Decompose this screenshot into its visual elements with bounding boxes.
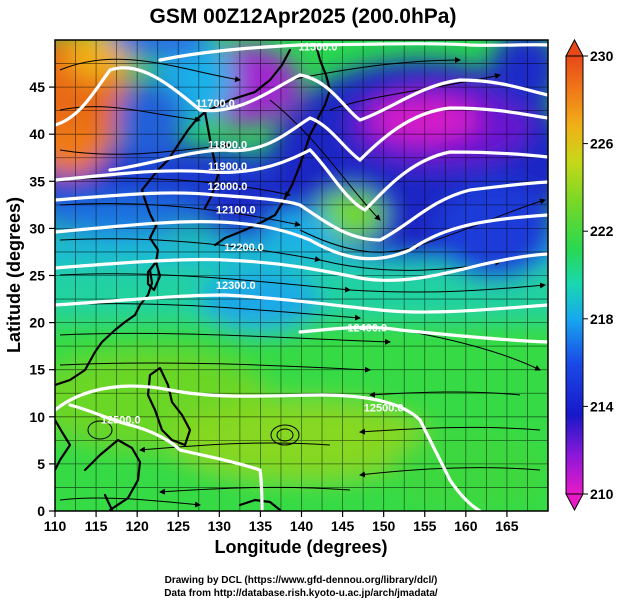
contour-label: 12500.0 [364, 402, 404, 414]
coastline-philippines [146, 366, 192, 447]
height-contour [55, 293, 548, 314]
streamline [349, 282, 546, 293]
x-tick-label: 120 [125, 518, 149, 534]
colorbar-labels: 210 214 218 222 226 230 [583, 48, 614, 502]
streamline [369, 391, 521, 398]
y-tick-label: 0 [37, 503, 45, 519]
contour-labels: 11500.0 11700.0 11800.0 11900.0 12000.0 12100… [101, 42, 404, 427]
height-contour [55, 66, 548, 127]
coastline-sakhalin [314, 43, 332, 120]
x-axis-label: Longitude (degrees) [214, 537, 387, 557]
height-contour [55, 180, 548, 242]
streamline [269, 99, 381, 221]
y-axis-ticks: 0 5 10 15 20 25 30 35 40 45 [29, 79, 55, 519]
colorbar-max-triangle [565, 38, 584, 57]
coastline-russia [203, 48, 292, 114]
x-tick-label: 115 [85, 518, 108, 534]
y-tick-label: 20 [29, 315, 45, 331]
streamline [59, 58, 241, 83]
height-contour [55, 148, 548, 212]
x-tick-label: 130 [208, 518, 232, 534]
contour-label: 12400.0 [347, 322, 387, 334]
x-tick-label: 145 [331, 518, 355, 534]
coastlines [55, 43, 332, 511]
contour-label: 12100.0 [216, 205, 256, 217]
contour-label: 11700.0 [196, 98, 235, 110]
colorbar-label: 226 [590, 136, 614, 152]
y-axis-label: Latitude (degrees) [4, 197, 24, 353]
x-axis-ticks: 110 115 120 125 130 135 140 145 150 155 160 165 [44, 511, 519, 534]
contour-label: 11800.0 [208, 140, 247, 152]
streamline [359, 426, 541, 435]
figure-title: GSM 00Z12Apr2025 (200.0hPa) [150, 5, 457, 28]
x-tick-label: 135 [249, 518, 273, 534]
x-tick-label: 125 [167, 518, 191, 534]
contour-label: 11500.0 [298, 42, 337, 54]
credit-dcl: Drawing by DCL (https://www.gfd-dennou.o… [165, 575, 438, 586]
x-tick-label: 165 [495, 518, 519, 534]
colorbar-label: 210 [590, 486, 614, 502]
coastline-china [55, 188, 160, 387]
contour-label: 12000.0 [208, 181, 248, 193]
map-panel: 11500.0 11700.0 11800.0 11900.0 12000.0 12100… [29, 39, 549, 534]
streamline [59, 238, 321, 263]
height-contour [55, 384, 482, 511]
streamline [59, 497, 201, 508]
streamline [59, 332, 391, 345]
streamline [59, 203, 301, 227]
contour-label: 12200.0 [224, 242, 264, 254]
y-tick-label: 15 [29, 362, 45, 378]
y-tick-label: 45 [29, 79, 45, 95]
colorbar-label: 218 [590, 311, 614, 327]
contour-label: 12300.0 [216, 280, 256, 292]
streamline [139, 442, 331, 453]
height-contour [158, 42, 548, 62]
x-tick-label: 160 [454, 518, 478, 534]
streamline [59, 303, 361, 321]
streamline [359, 467, 541, 478]
y-tick-label: 5 [37, 456, 45, 472]
y-tick-label: 30 [29, 220, 45, 236]
streamline-vortex [87, 420, 113, 440]
height-contour [108, 106, 548, 172]
streamline [59, 177, 291, 197]
coastline-taiwan [146, 260, 162, 292]
x-tick-label: 150 [372, 518, 396, 534]
credit-data-source: Data from http://database.rish.kyoto-u.a… [164, 588, 438, 599]
height-contour [55, 213, 548, 261]
streamline [59, 362, 371, 373]
coastline-borneo [83, 438, 142, 511]
colorbar-label: 214 [590, 398, 614, 414]
colorbar-label: 222 [590, 223, 614, 239]
x-tick-label: 110 [44, 518, 67, 534]
x-tick-label: 155 [413, 518, 437, 534]
streamline [399, 329, 541, 371]
streamline [59, 106, 201, 123]
colorbar-gradient [565, 55, 584, 495]
y-tick-label: 10 [29, 409, 45, 425]
x-tick-label: 140 [290, 518, 314, 534]
y-tick-label: 40 [29, 126, 45, 142]
streamline [59, 273, 351, 293]
coastline-vietnam [55, 418, 72, 472]
colorbar-label: 230 [590, 48, 614, 64]
colorbar: 210 214 218 222 226 230 [565, 38, 614, 512]
streamline [59, 142, 231, 155]
streamline-vortex [270, 424, 300, 446]
contour-label: 11900.0 [208, 161, 247, 173]
height-contours [55, 42, 548, 511]
streamline [299, 229, 421, 253]
y-tick-label: 25 [29, 268, 45, 284]
height-contour [55, 252, 548, 282]
colorbar-min-triangle [565, 493, 584, 512]
contour-label: 12500.0 [101, 415, 141, 427]
height-contour [68, 403, 264, 511]
y-tick-label: 35 [29, 173, 45, 189]
map-grid [55, 40, 548, 511]
height-contour [298, 325, 548, 344]
streamline [159, 486, 351, 495]
